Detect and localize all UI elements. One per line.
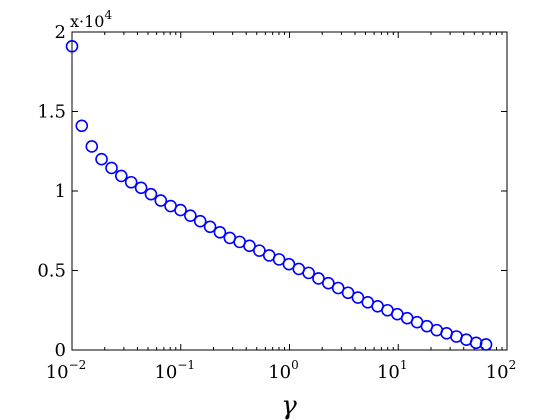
x-tick-label: 10−2 bbox=[46, 358, 87, 383]
data-point bbox=[134, 181, 148, 195]
y-scale-factor: x·104 bbox=[70, 8, 112, 31]
data-point bbox=[272, 253, 286, 266]
y-tick-label: 0 bbox=[55, 340, 66, 361]
y-scale-prefix: x·10 bbox=[70, 12, 104, 31]
data-point bbox=[302, 266, 315, 280]
data-point bbox=[282, 257, 296, 271]
data-point bbox=[341, 286, 355, 300]
data-point bbox=[243, 239, 256, 253]
x-tick-exponent: 0 bbox=[291, 358, 299, 372]
x-tick-base: 10 bbox=[268, 362, 291, 383]
x-tick-label: 10−1 bbox=[154, 358, 195, 383]
data-point bbox=[253, 244, 266, 257]
data-point bbox=[479, 338, 493, 351]
data-point bbox=[174, 203, 187, 217]
data-point bbox=[213, 226, 227, 239]
data-point bbox=[95, 152, 108, 166]
x-tick-base: 10 bbox=[46, 362, 69, 383]
y-tick-label: 2 bbox=[55, 22, 66, 43]
x-tick-base: 10 bbox=[154, 362, 177, 383]
y-tick-label: 1 bbox=[55, 181, 66, 202]
data-point bbox=[203, 220, 217, 234]
data-point bbox=[85, 140, 99, 153]
data-point bbox=[312, 272, 325, 285]
data-point bbox=[322, 276, 335, 290]
data-point bbox=[144, 187, 158, 201]
data-point bbox=[75, 119, 89, 133]
x-tick-exponent: −2 bbox=[69, 358, 87, 372]
x-tick-exponent: −1 bbox=[177, 358, 195, 372]
data-point bbox=[184, 209, 197, 222]
data-point bbox=[469, 336, 483, 350]
data-point bbox=[124, 175, 138, 189]
x-tick-label: 100 bbox=[268, 358, 299, 383]
x-tick-exponent: 2 bbox=[509, 358, 517, 372]
y-scale-exponent: 4 bbox=[104, 8, 112, 22]
x-axis-label: γ bbox=[281, 391, 297, 420]
x-tick-label: 101 bbox=[377, 358, 408, 383]
x-tick-base: 10 bbox=[486, 362, 509, 383]
data-point bbox=[193, 214, 207, 228]
y-tick-label: 0.5 bbox=[37, 261, 66, 282]
data-point bbox=[331, 281, 345, 295]
data-point bbox=[65, 40, 79, 53]
data-point bbox=[154, 194, 168, 207]
y-tick-label: 1.5 bbox=[37, 102, 66, 123]
data-point bbox=[105, 161, 118, 175]
x-tick-label: 102 bbox=[486, 358, 517, 383]
x-tick-exponent: 1 bbox=[400, 358, 408, 372]
data-point bbox=[115, 169, 128, 183]
data-point bbox=[351, 291, 365, 304]
x-tick-base: 10 bbox=[377, 362, 400, 383]
